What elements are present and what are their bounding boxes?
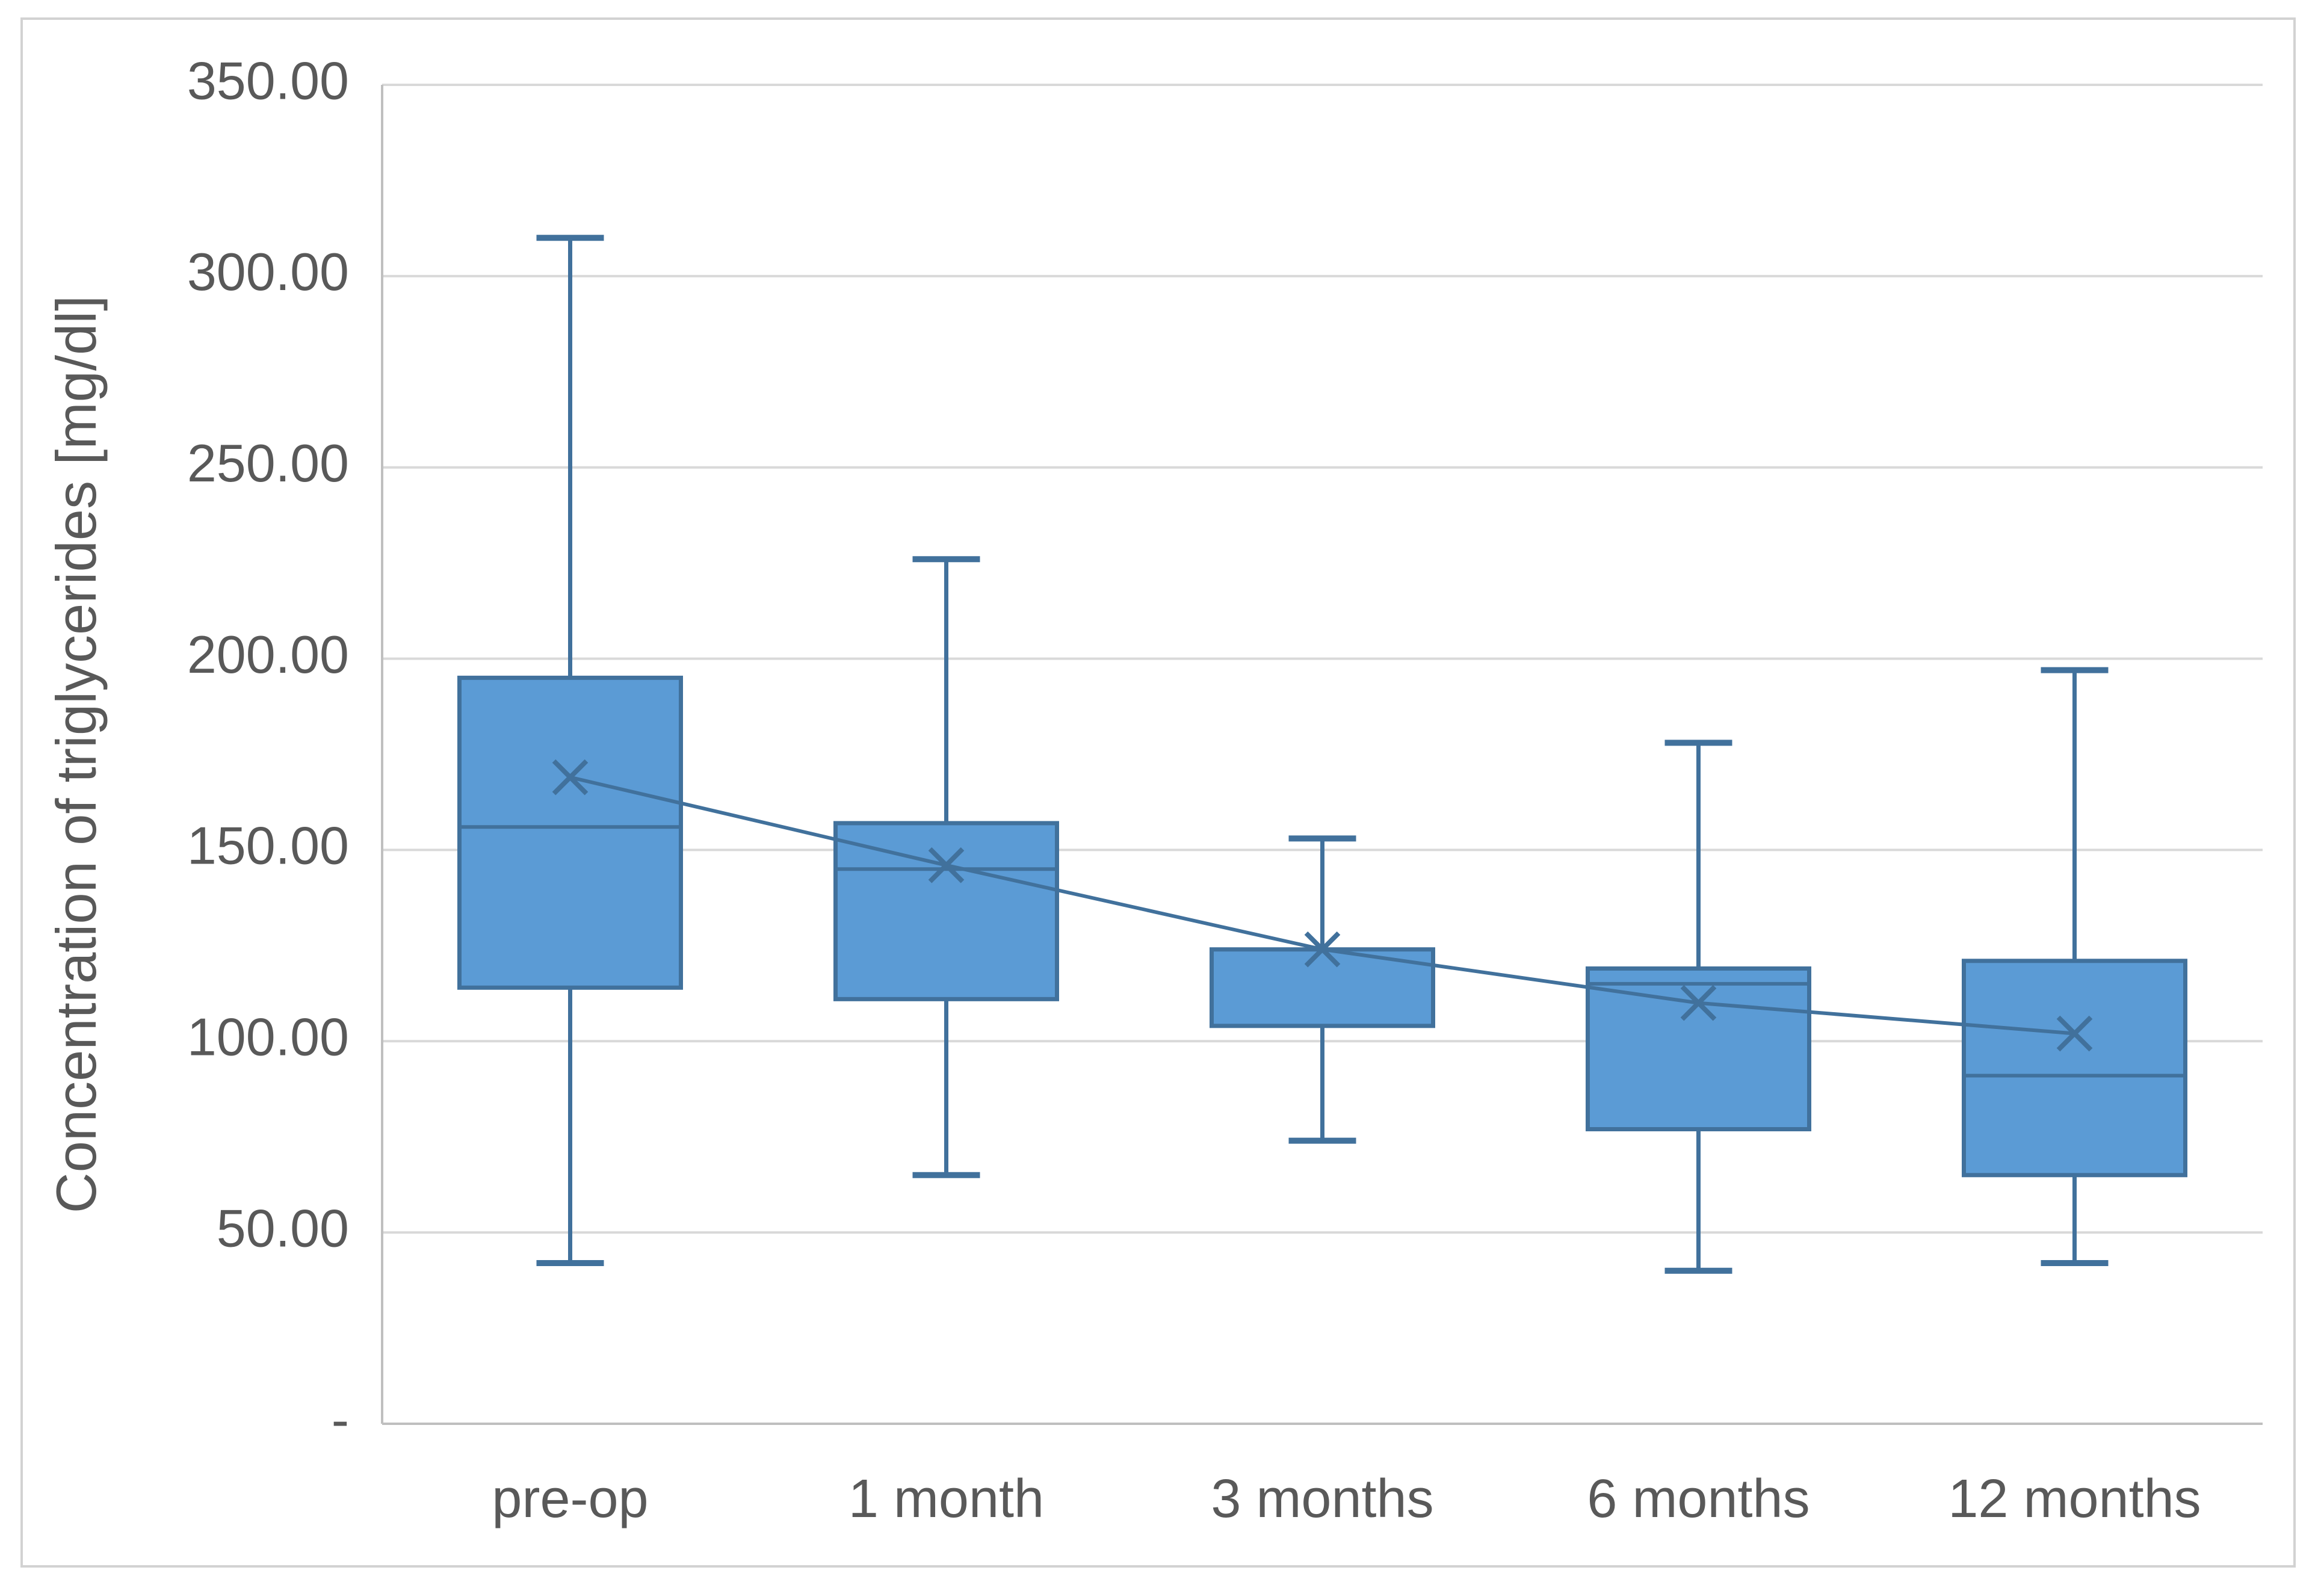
mean-x-marker-stroke2: [1680, 984, 1717, 1021]
y-tick-label-250: 250.00: [187, 433, 349, 493]
y-axis-title: Concentration of triglycerides [mg/dl]: [45, 295, 108, 1214]
mean-x-marker-stroke2: [552, 759, 589, 796]
y-tick-label-350: 350.00: [187, 51, 349, 110]
y-tick-label-300: 300.00: [187, 242, 349, 301]
y-tick-label-50: 50.00: [217, 1198, 349, 1258]
box-3: [1586, 966, 1811, 1131]
x-category-label-4: 12 months: [1948, 1469, 2201, 1529]
y-tick-label-150: 150.00: [187, 816, 349, 876]
y-tick-label-0: -: [332, 1389, 349, 1449]
mean-x-marker-stroke2: [1304, 931, 1341, 968]
x-category-label-0: pre-op: [492, 1469, 648, 1529]
box-4: [1962, 959, 2187, 1178]
figure-border: [20, 17, 2296, 1568]
x-category-label-2: 3 months: [1211, 1469, 1433, 1529]
y-tick-label-100: 100.00: [187, 1007, 349, 1067]
box-2: [1210, 947, 1435, 1028]
box-1: [833, 821, 1059, 1001]
y-tick-label-200: 200.00: [187, 625, 349, 684]
x-category-label-1: 1 month: [848, 1469, 1044, 1529]
mean-x-marker-stroke2: [2056, 1015, 2093, 1052]
mean-x-marker-stroke2: [928, 847, 965, 883]
x-category-label-3: 6 months: [1587, 1469, 1809, 1529]
box-0: [457, 675, 683, 990]
